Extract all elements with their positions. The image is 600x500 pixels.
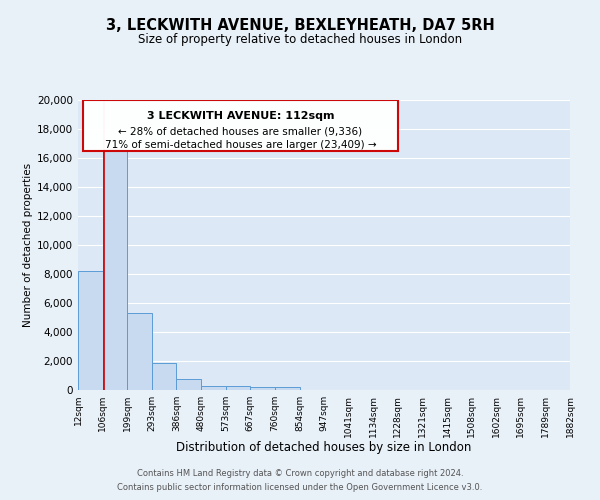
Bar (226, 386, 250, 390)
Bar (176, 379, 201, 390)
Bar (127, 313, 152, 390)
Text: 71% of semi-detached houses are larger (23,409) →: 71% of semi-detached houses are larger (… (104, 140, 376, 150)
Text: 3, LECKWITH AVENUE, BEXLEYHEATH, DA7 5RH: 3, LECKWITH AVENUE, BEXLEYHEATH, DA7 5RH (106, 18, 494, 32)
Text: Contains HM Land Registry data © Crown copyright and database right 2024.: Contains HM Land Registry data © Crown c… (137, 468, 463, 477)
Text: ← 28% of detached houses are smaller (9,336): ← 28% of detached houses are smaller (9,… (118, 126, 362, 136)
Y-axis label: Number of detached properties: Number of detached properties (23, 163, 33, 327)
Bar (103, 150, 127, 390)
X-axis label: Distribution of detached houses by size in London: Distribution of detached houses by size … (176, 441, 472, 454)
Bar (250, 387, 275, 390)
Bar (201, 386, 226, 390)
Bar (152, 363, 176, 390)
Bar (275, 388, 299, 390)
Text: 3 LECKWITH AVENUE: 112sqm: 3 LECKWITH AVENUE: 112sqm (146, 111, 334, 121)
FancyBboxPatch shape (83, 100, 398, 151)
Bar (78, 271, 103, 390)
Text: Size of property relative to detached houses in London: Size of property relative to detached ho… (138, 32, 462, 46)
Text: Contains public sector information licensed under the Open Government Licence v3: Contains public sector information licen… (118, 484, 482, 492)
